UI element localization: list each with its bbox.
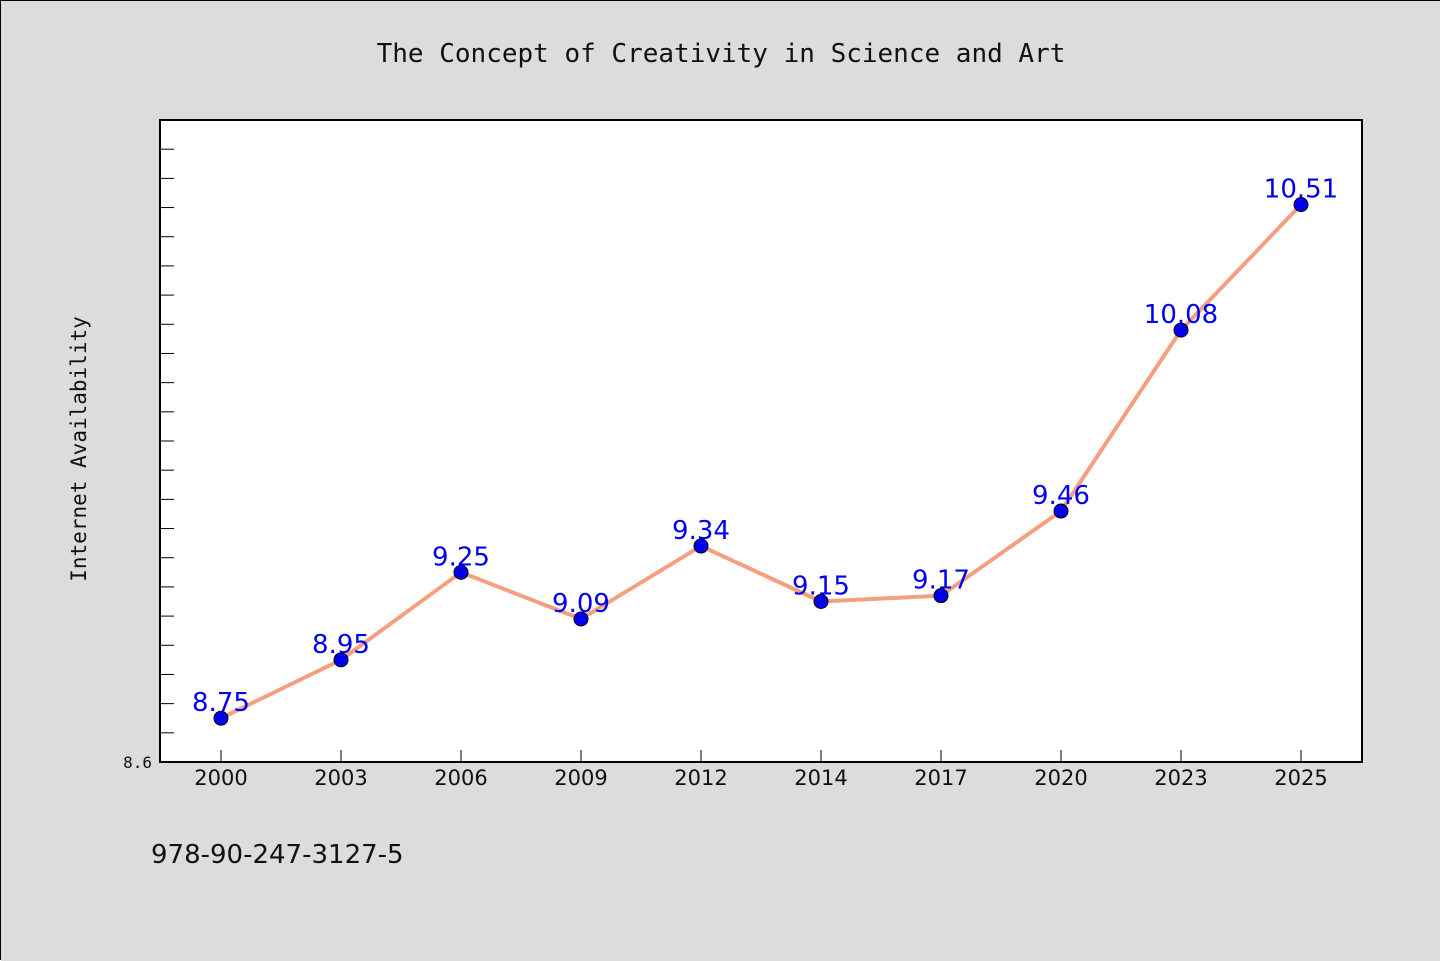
data-label: 8.75 bbox=[192, 688, 250, 718]
data-label: 9.09 bbox=[552, 589, 610, 619]
data-point bbox=[933, 588, 949, 604]
x-tick-label: 2023 bbox=[1154, 766, 1207, 790]
data-label: 9.46 bbox=[1032, 481, 1090, 511]
chart-title: The Concept of Creativity in Science and… bbox=[377, 39, 1066, 69]
data-point bbox=[1293, 197, 1309, 213]
isbn-text: 978-90-247-3127-5 bbox=[151, 840, 404, 870]
x-tick-label: 2012 bbox=[674, 766, 727, 790]
y-axis-tick-labels: 8.6 bbox=[123, 753, 152, 772]
y-tick-label: 8.6 bbox=[123, 753, 152, 772]
data-point bbox=[573, 611, 589, 627]
x-tick-label: 2006 bbox=[434, 766, 487, 790]
plot-area bbox=[159, 119, 1363, 763]
series-line bbox=[219, 202, 1303, 721]
data-label: 10.08 bbox=[1144, 300, 1218, 330]
data-label: 9.34 bbox=[672, 516, 730, 546]
data-point bbox=[1173, 322, 1189, 338]
x-axis-ticks bbox=[220, 750, 1302, 762]
x-tick-label: 2017 bbox=[914, 766, 967, 790]
data-label: 10.51 bbox=[1264, 175, 1338, 205]
data-point bbox=[813, 594, 829, 609]
y-axis-label: Internet Availability bbox=[67, 316, 91, 582]
data-point bbox=[333, 652, 349, 668]
x-axis-tick-labels: 2000 2003 2006 2009 2012 2014 2017 2020 2023 2025 bbox=[194, 766, 1327, 790]
data-point bbox=[213, 710, 229, 726]
data-label: 9.17 bbox=[912, 566, 970, 596]
x-tick-label: 2020 bbox=[1034, 766, 1087, 790]
series-markers bbox=[213, 197, 1309, 726]
data-label: 9.25 bbox=[432, 542, 490, 572]
data-label: 9.15 bbox=[792, 572, 850, 602]
y-axis-ticks bbox=[160, 119, 174, 763]
data-labels: 8.75 8.95 9.25 9.09 9.34 9.15 9.17 9.46 10.08 10.… bbox=[192, 175, 1338, 719]
data-point bbox=[1053, 503, 1069, 519]
x-tick-label: 2003 bbox=[314, 766, 367, 790]
data-point bbox=[693, 538, 709, 554]
x-tick-label: 2009 bbox=[554, 766, 607, 790]
data-label: 8.95 bbox=[312, 630, 370, 660]
x-tick-label: 2025 bbox=[1274, 766, 1327, 790]
x-tick-label: 2000 bbox=[194, 766, 247, 790]
data-point bbox=[453, 564, 469, 580]
x-tick-label: 2014 bbox=[794, 766, 847, 790]
